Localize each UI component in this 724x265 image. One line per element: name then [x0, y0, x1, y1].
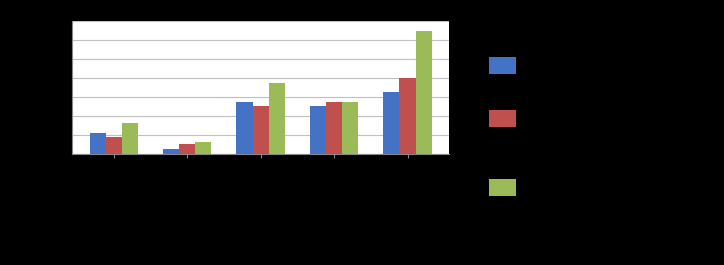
Bar [122, 123, 138, 154]
Bar [383, 92, 400, 154]
Bar [237, 102, 253, 154]
Bar [90, 133, 106, 154]
Bar [310, 106, 326, 154]
Bar [253, 106, 269, 154]
Bar [326, 102, 342, 154]
Bar [416, 31, 432, 154]
Bar [269, 83, 285, 154]
Bar [106, 137, 122, 154]
Bar [195, 142, 211, 154]
Bar [342, 102, 358, 154]
Bar [163, 149, 179, 154]
Bar [400, 78, 416, 154]
Bar [179, 144, 195, 154]
